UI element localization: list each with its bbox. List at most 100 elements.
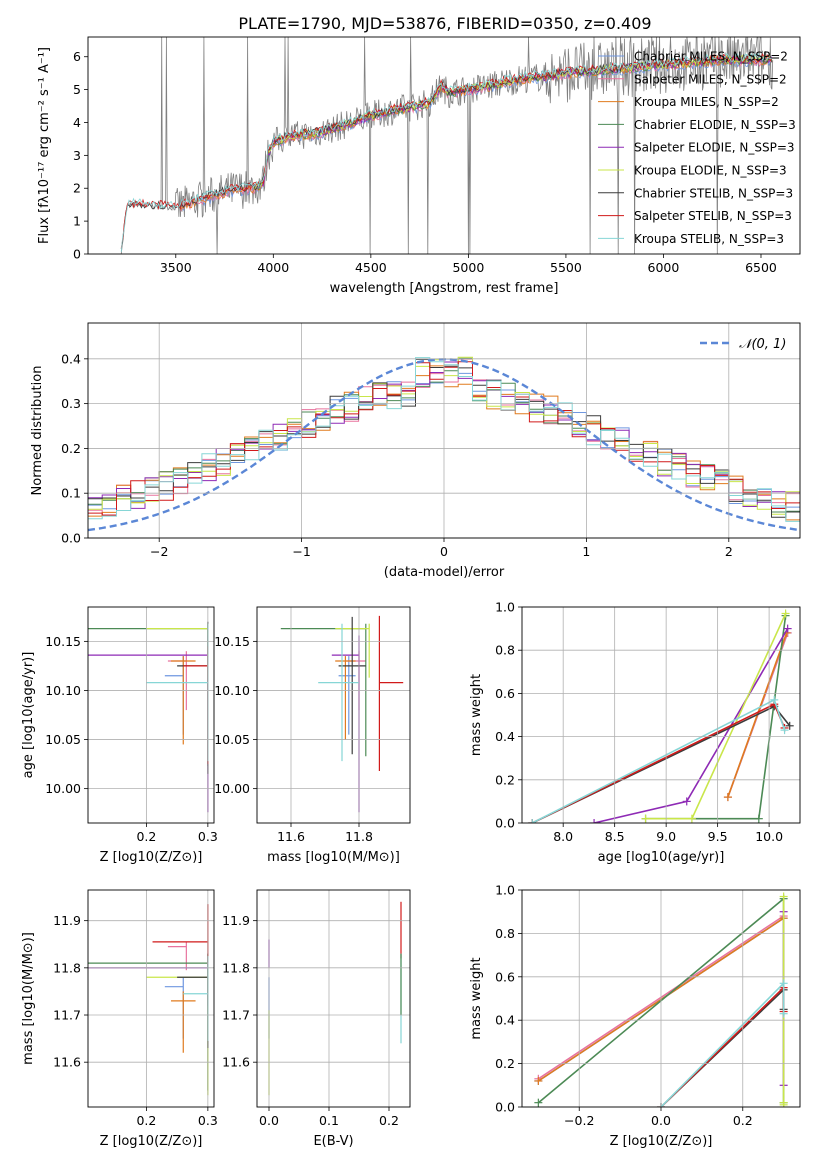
errorbar-kroupa_miles xyxy=(170,991,196,1053)
weight-marker-kroupa_elodie xyxy=(779,892,788,901)
errorbar-salpeter_stelib xyxy=(152,904,209,966)
weight-marker-kroupa_elodie xyxy=(641,814,650,823)
x-tick-label: −1 xyxy=(292,544,310,559)
y-axis-label: mass weight xyxy=(469,957,484,1039)
x-axis-label: wavelength [Angstrom, rest frame] xyxy=(330,281,559,296)
weight-marker-kroupa_miles xyxy=(534,1076,543,1085)
y-tick-label: 1.0 xyxy=(495,883,515,898)
y-tick-label: 0.3 xyxy=(61,396,81,411)
errorbar-chabrier_miles xyxy=(338,656,356,735)
y-tick-label: 10.05 xyxy=(45,732,81,747)
panel-spectrum: 3500 4000 4500 5000 5500 6000 6500 0 1 2 3 4 5 6 wavel… xyxy=(37,36,801,296)
figure-title: PLATE=1790, MJD=53876, FIBERID=0350, z=0… xyxy=(238,14,651,33)
plot-area xyxy=(268,901,402,1096)
x-tick-label: 11.8 xyxy=(345,829,373,844)
x-tick-label: 0.2 xyxy=(379,1113,399,1128)
y-tick-label: 0.4 xyxy=(495,729,515,744)
y-axis-label: Normed distribution xyxy=(30,366,45,496)
x-tick-label: 0.1 xyxy=(319,1113,339,1128)
y-tick-label: 11.8 xyxy=(53,960,81,975)
y-tick-label: 0.2 xyxy=(495,772,515,787)
y-tick-label: 0 xyxy=(73,247,81,262)
x-axis-label: mass [log10(M/M⊙)] xyxy=(267,850,400,865)
y-tick-label: 11.9 xyxy=(222,913,250,928)
weight-marker-chabrier_stelib xyxy=(785,721,794,730)
panel-age_vs_mass: 11.6 11.8 10.00 10.05 10.10 10.15 mass [log10(… xyxy=(214,606,411,865)
model-line-kroupa_elodie xyxy=(253,54,773,191)
x-tick-label: 0.0 xyxy=(651,1113,671,1128)
x-tick-label: 8.0 xyxy=(553,829,573,844)
y-tick-label: 10.00 xyxy=(214,781,250,796)
y-tick-label: 10.00 xyxy=(45,781,81,796)
errorbar-kroupa_miles xyxy=(170,656,196,745)
y-tick-label: 6 xyxy=(73,49,81,64)
x-axis-label: Z [log10(Z/Z⊙)] xyxy=(610,1134,713,1149)
errorbar-kroupa_stelib xyxy=(318,623,359,762)
y-tick-label: 1 xyxy=(73,214,81,229)
axes-frame xyxy=(87,889,215,1108)
panel-age_vs_Z: 0.2 0.3 10.00 10.05 10.10 10.15 Z [log10(Z/Z⊙)… xyxy=(21,606,218,865)
x-tick-label: 9.0 xyxy=(656,829,676,844)
axes-frame xyxy=(256,606,411,824)
x-tick-label: 0.3 xyxy=(198,1113,218,1128)
y-tick-label: 11.7 xyxy=(222,1008,250,1023)
spectrum-legend: Chabrier MILES, N_SSP=2 Salpeter MILES, N… xyxy=(598,50,796,246)
y-tick-label: 10.15 xyxy=(45,634,81,649)
x-tick-label: 6500 xyxy=(745,260,777,275)
y-tick-label: 0.0 xyxy=(495,1100,515,1115)
x-tick-label: 9.5 xyxy=(708,829,728,844)
weight-line-salpeter_stelib xyxy=(531,703,786,823)
x-tick-label: 10.0 xyxy=(755,829,783,844)
weight-marker-kroupa_stelib xyxy=(779,979,788,988)
errorbar-chabrier_stelib xyxy=(338,616,366,755)
y-tick-label: 0.0 xyxy=(61,531,81,546)
errorbar-kroupa_elodie xyxy=(146,623,209,678)
legend-label: Chabrier STELIB, N_SSP=3 xyxy=(634,186,793,200)
y-tick-label: 0.2 xyxy=(61,441,81,456)
y-tick-label: 4 xyxy=(73,115,81,130)
errorbar-chabrier_elodie xyxy=(280,623,367,757)
plot-area xyxy=(528,609,794,823)
x-tick-label: 3500 xyxy=(160,260,192,275)
weight-marker-kroupa_stelib xyxy=(779,1009,788,1018)
y-tick-label: 10.15 xyxy=(214,634,250,649)
x-tick-label: 2 xyxy=(725,544,733,559)
x-axis-label: Z [log10(Z/Z⊙)] xyxy=(100,1134,203,1149)
legend-label: Salpeter MILES, N_SSP=2 xyxy=(634,72,787,86)
y-tick-label: 0.6 xyxy=(495,686,515,701)
panel-weight_vs_age: 8.0 8.5 9.0 9.5 10.0 0.0 0.2 0.4 0.6 0.8 1.0 age [l… xyxy=(469,600,801,865)
panel-weight_vs_Z: −0.2 0.0 0.2 0.0 0.2 0.4 0.6 0.8 1.0 Z [log10(Z/Z… xyxy=(469,883,801,1149)
y-tick-label: 1.0 xyxy=(495,600,515,615)
weight-marker-salpeter_elodie xyxy=(590,819,599,823)
axes-frame xyxy=(87,606,215,824)
x-tick-label: 0.2 xyxy=(733,1113,753,1128)
legend-label: Salpeter ELODIE, N_SSP=3 xyxy=(634,141,795,155)
x-tick-label: 11.6 xyxy=(277,829,305,844)
weight-marker-kroupa_stelib xyxy=(770,695,779,704)
y-tick-label: 0.2 xyxy=(495,1056,515,1071)
x-tick-label: −0.2 xyxy=(564,1113,594,1128)
weight-line-chabrier_elodie xyxy=(645,615,787,820)
x-tick-label: 4000 xyxy=(257,260,289,275)
x-tick-label: 0 xyxy=(440,544,448,559)
x-axis-label: age [log10(age/yr)] xyxy=(598,850,725,865)
axes-frame xyxy=(521,889,801,1108)
x-tick-label: −2 xyxy=(150,544,168,559)
errorbar-salpeter_stelib xyxy=(378,615,404,771)
legend-label: Kroupa STELIB, N_SSP=3 xyxy=(634,232,784,246)
x-tick-label: 5000 xyxy=(452,260,484,275)
weight-marker-kroupa_elodie xyxy=(779,1100,788,1107)
axes-frame xyxy=(256,889,411,1108)
weight-marker-kroupa_elodie xyxy=(781,609,790,618)
y-tick-label: 5 xyxy=(73,82,81,97)
x-tick-label: 0.0 xyxy=(259,1113,279,1128)
errorbar-kroupa_stelib xyxy=(146,623,209,762)
weight-line-kroupa_elodie xyxy=(645,613,787,820)
errorbar-chabrier_miles xyxy=(164,656,184,735)
plot-area xyxy=(120,37,774,254)
axes-frame xyxy=(87,36,801,255)
x-tick-label: 8.5 xyxy=(605,829,625,844)
y-tick-label: 3 xyxy=(73,148,81,163)
x-tick-label: 0.3 xyxy=(198,829,218,844)
